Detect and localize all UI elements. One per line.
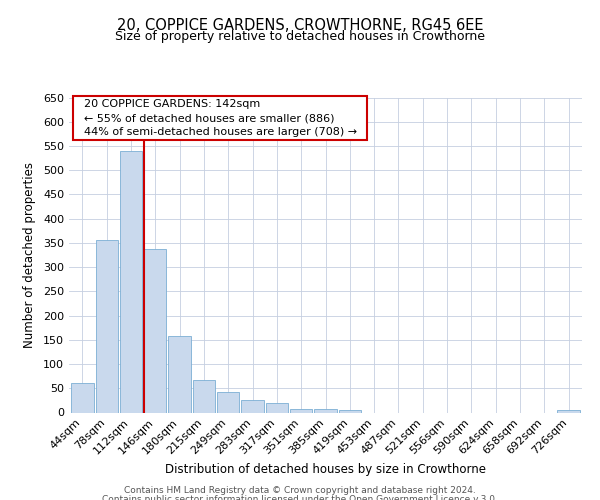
Bar (169, 336, 191, 412)
Bar (314, 408, 337, 412)
Bar (144, 248, 166, 412)
Text: Size of property relative to detached houses in Crowthorne: Size of property relative to detached ho… (115, 30, 485, 43)
Bar (120, 151, 142, 412)
Text: Contains HM Land Registry data © Crown copyright and database right 2024.: Contains HM Land Registry data © Crown c… (124, 486, 476, 495)
X-axis label: Distribution of detached houses by size in Crowthorne: Distribution of detached houses by size … (165, 464, 486, 476)
Y-axis label: Number of detached properties: Number of detached properties (23, 162, 36, 348)
Bar (338, 410, 361, 412)
Bar (290, 408, 313, 412)
Bar (241, 400, 264, 412)
Bar (557, 410, 580, 412)
Text: 20 COPPICE GARDENS: 142sqm
  ← 55% of detached houses are smaller (886)
  44% of: 20 COPPICE GARDENS: 142sqm ← 55% of deta… (77, 99, 364, 137)
Text: Contains public sector information licensed under the Open Government Licence v.: Contains public sector information licen… (102, 495, 498, 500)
Bar (266, 403, 288, 412)
Bar (217, 392, 239, 412)
Bar (71, 384, 94, 412)
Bar (193, 380, 215, 412)
Text: 20, COPPICE GARDENS, CROWTHORNE, RG45 6EE: 20, COPPICE GARDENS, CROWTHORNE, RG45 6E… (117, 18, 483, 32)
Bar (95, 240, 118, 412)
